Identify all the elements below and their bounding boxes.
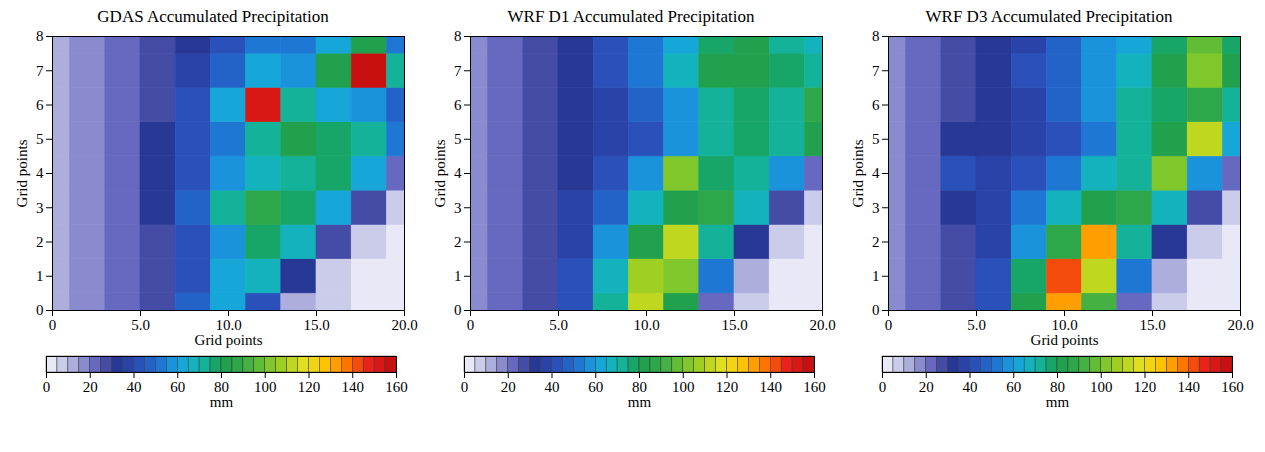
svg-text:7: 7	[36, 63, 44, 79]
svg-text:mm: mm	[210, 394, 234, 410]
svg-text:2: 2	[872, 234, 880, 250]
svg-text:0: 0	[49, 317, 57, 333]
svg-text:40: 40	[963, 379, 978, 395]
svg-text:40: 40	[127, 379, 142, 395]
svg-text:140: 140	[342, 379, 365, 395]
svg-text:40: 40	[545, 379, 560, 395]
svg-text:5.0: 5.0	[549, 317, 568, 333]
svg-text:20.0: 20.0	[809, 317, 835, 333]
svg-text:4: 4	[36, 165, 44, 181]
svg-text:100: 100	[1090, 379, 1113, 395]
svg-text:0: 0	[461, 379, 469, 395]
svg-text:100: 100	[672, 379, 695, 395]
svg-text:Grid points: Grid points	[195, 332, 263, 348]
html-text:WRF D3 Accumulated Precipitati: WRF D3 Accumulated Precipitation	[925, 7, 1173, 26]
svg-text:0: 0	[36, 302, 44, 318]
svg-text:6: 6	[872, 97, 880, 113]
svg-text:0: 0	[885, 317, 893, 333]
svg-text:10.0: 10.0	[215, 317, 242, 334]
svg-text:8: 8	[36, 28, 44, 44]
svg-text:0: 0	[872, 302, 880, 318]
svg-text:6: 6	[36, 97, 44, 113]
svg-text:20.0: 20.0	[391, 317, 417, 333]
svg-text:5: 5	[872, 131, 880, 147]
svg-text:4: 4	[872, 165, 880, 181]
svg-text:7: 7	[454, 63, 462, 79]
svg-text:Grid points: Grid points	[14, 139, 30, 207]
svg-text:80: 80	[214, 379, 229, 396]
svg-text:4: 4	[454, 165, 462, 181]
svg-text:0: 0	[467, 317, 475, 333]
svg-text:15.0: 15.0	[721, 317, 747, 333]
svg-text:10.0: 10.0	[633, 317, 659, 333]
svg-text:5.0: 5.0	[967, 317, 986, 333]
svg-text:80: 80	[1050, 379, 1065, 396]
svg-text:3: 3	[872, 200, 880, 216]
svg-text:15.0: 15.0	[303, 317, 329, 333]
svg-text:160: 160	[385, 379, 408, 395]
svg-text:8: 8	[872, 28, 880, 44]
svg-text:120: 120	[716, 379, 739, 395]
svg-text:6: 6	[454, 97, 462, 113]
svg-text:3: 3	[36, 200, 44, 216]
svg-text:0: 0	[879, 379, 887, 395]
svg-text:7: 7	[872, 63, 880, 79]
svg-text:10.0: 10.0	[1051, 317, 1078, 334]
svg-text:1: 1	[454, 268, 462, 284]
svg-text:60: 60	[170, 379, 185, 395]
svg-text:8: 8	[454, 28, 462, 44]
svg-text:1: 1	[36, 268, 44, 284]
svg-text:5: 5	[454, 131, 462, 147]
svg-text:0: 0	[43, 379, 51, 395]
svg-text:20: 20	[83, 379, 98, 395]
svg-text:140: 140	[1178, 379, 1201, 395]
svg-text:3: 3	[454, 200, 462, 216]
svg-text:120: 120	[298, 379, 321, 395]
svg-text:60: 60	[588, 379, 603, 395]
svg-text:15.0: 15.0	[1139, 317, 1165, 333]
svg-text:mm: mm	[1046, 394, 1070, 410]
svg-text:mm: mm	[628, 394, 652, 410]
svg-text:100: 100	[254, 379, 277, 395]
html-text:GDAS Accumulated Precipitation: GDAS Accumulated Precipitation	[97, 7, 329, 26]
svg-text:140: 140	[760, 379, 783, 395]
svg-text:20.0: 20.0	[1227, 317, 1253, 333]
svg-text:5.0: 5.0	[131, 317, 150, 333]
svg-text:160: 160	[1221, 379, 1244, 395]
svg-text:60: 60	[1006, 379, 1021, 395]
svg-text:120: 120	[1134, 379, 1157, 395]
svg-text:20: 20	[501, 379, 516, 395]
svg-text:5: 5	[36, 131, 44, 147]
svg-text:Grid points: Grid points	[850, 139, 866, 207]
svg-text:2: 2	[454, 234, 462, 250]
svg-text:0: 0	[454, 302, 462, 318]
svg-text:80: 80	[632, 379, 647, 396]
svg-text:Grid points: Grid points	[432, 139, 448, 207]
svg-text:160: 160	[803, 379, 826, 395]
svg-text:1: 1	[872, 268, 880, 284]
html-text:WRF D1 Accumulated Precipitati: WRF D1 Accumulated Precipitation	[507, 7, 755, 26]
svg-text:2: 2	[36, 234, 44, 250]
svg-text:Grid points: Grid points	[1031, 332, 1099, 348]
svg-text:20: 20	[919, 379, 934, 395]
